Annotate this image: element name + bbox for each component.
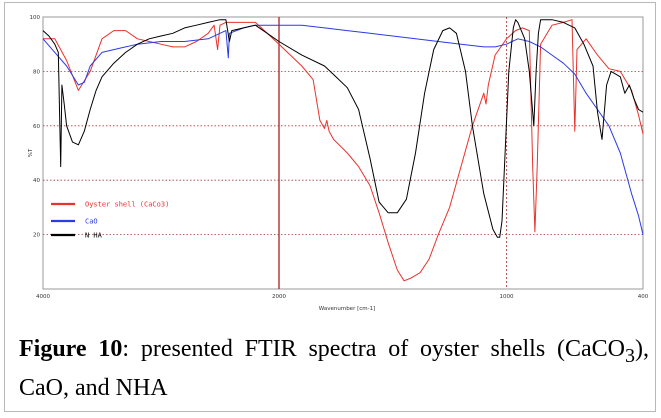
series-line-2 [42, 19, 644, 238]
y-tick-label: 100 [30, 15, 41, 21]
y-tick-label: 20 [33, 233, 40, 239]
legend-label-1: CaO [85, 218, 98, 226]
caption-text: : presented FTIR spectra of oyster shell… [122, 336, 625, 362]
y-tick-label: 40 [33, 178, 40, 184]
figure-frame: 20 40 60 80 100 4000 2000 1000 400 Wavenumber [cm… [4, 2, 656, 412]
x-tick-label: 2000 [272, 294, 286, 300]
figure-caption: Figure 10: presented FTIR spectra of oys… [19, 333, 649, 404]
x-tick-label: 400 [638, 294, 649, 300]
x-tick-label: 1000 [500, 294, 514, 300]
caption-subscript: 3 [625, 344, 635, 367]
series-line-1 [42, 24, 644, 235]
y-tick-label: 80 [33, 69, 40, 75]
x-axis-label: Wavenumber [cm-1] [319, 306, 375, 312]
y-axis-label: %T [28, 148, 34, 157]
plot-area [42, 16, 644, 290]
x-tick-label: 4000 [36, 294, 50, 300]
legend-label-0: Oyster shell (CaCo3) [85, 201, 169, 209]
caption-text-end: ), CaO, and NHA [19, 336, 649, 401]
caption-label: Figure 10 [19, 336, 123, 362]
legend-label-2: N HA [85, 232, 103, 240]
ftir-chart: 20 40 60 80 100 4000 2000 1000 400 Wavenumber [cm… [28, 15, 649, 312]
series-line-0 [43, 19, 644, 282]
y-tick-label: 60 [33, 124, 40, 130]
